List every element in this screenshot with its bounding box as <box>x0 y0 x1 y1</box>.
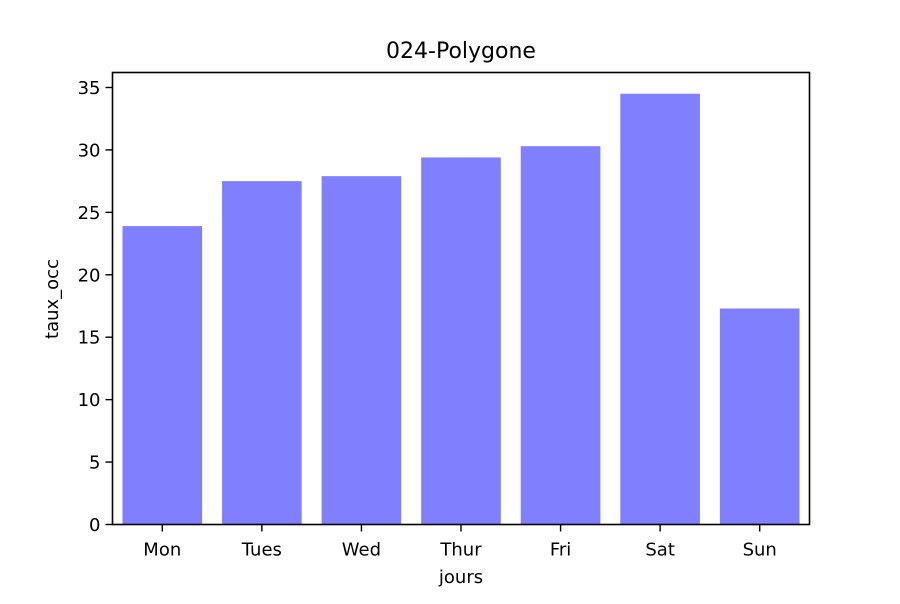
y-tick-label: 25 <box>78 203 101 224</box>
y-tick-label: 15 <box>78 328 101 349</box>
y-tick-label: 5 <box>89 453 100 474</box>
y-tick-label: 35 <box>78 78 101 99</box>
y-tick-label: 30 <box>78 140 101 161</box>
y-tick-label: 0 <box>89 515 100 536</box>
chart-title: 024-Polygone <box>386 39 536 64</box>
bar-mon <box>122 226 203 525</box>
x-tick-label: Sat <box>645 540 675 561</box>
bar-thur <box>421 157 501 525</box>
bar-tues <box>222 181 302 525</box>
y-axis-ticks: 0 5 10 15 20 25 30 35 <box>78 78 113 536</box>
bar-sat <box>620 93 700 525</box>
x-tick-label: Sun <box>743 540 777 561</box>
bars-group <box>122 93 800 525</box>
x-tick-label: Fri <box>550 540 571 561</box>
x-axis-label: jours <box>438 567 483 588</box>
bar-sun <box>719 308 800 525</box>
x-tick-label: Thur <box>439 540 482 561</box>
plot-area-frame <box>111 71 811 526</box>
y-axis-label: taux_occ <box>42 259 63 339</box>
bar-wed <box>321 176 402 525</box>
x-axis-ticks: Mon Tues Wed Thur Fri Sat Sun <box>143 524 777 561</box>
bar-fri <box>520 146 601 525</box>
y-tick-label: 20 <box>78 265 101 286</box>
x-tick-label: Mon <box>143 540 181 561</box>
x-tick-label: Wed <box>342 540 381 561</box>
x-tick-label: Tues <box>241 540 282 561</box>
y-tick-label: 10 <box>78 390 101 411</box>
